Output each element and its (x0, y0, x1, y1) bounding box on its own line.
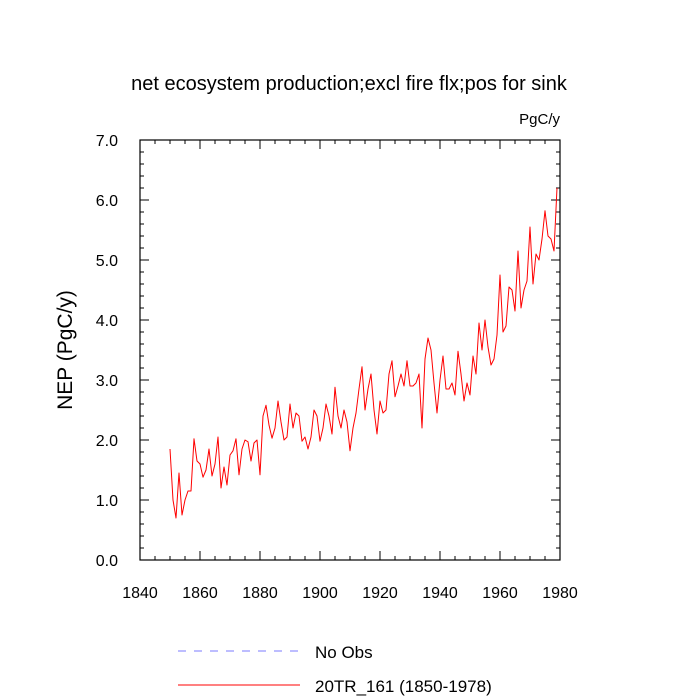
legend: No Obs 20TR_161 (1850-1978) (178, 643, 492, 696)
legend-label-no-obs: No Obs (315, 643, 373, 662)
y-tick-label: 5.0 (96, 253, 118, 270)
x-tick-label: 1880 (242, 585, 278, 602)
legend-label-20tr-161: 20TR_161 (1850-1978) (315, 677, 492, 696)
plot-area: 1840 1860 1880 1900 1920 1940 1960 1980 0.0 1.0 2… (96, 133, 578, 602)
x-tick-label: 1840 (122, 585, 158, 602)
chart-title: net ecosystem production;excl fire flx;p… (131, 73, 568, 95)
x-tick-label: 1960 (482, 585, 518, 602)
y-axis-label: NEP (PgC/y) (54, 290, 77, 410)
x-tick-label: 1900 (302, 585, 338, 602)
y-tick-label: 0.0 (96, 553, 118, 570)
y-tick-label: 4.0 (96, 313, 118, 330)
x-axis-ticks (139, 140, 561, 560)
y-tick-label: 1.0 (96, 493, 118, 510)
y-tick-label: 7.0 (96, 133, 118, 150)
y-axis-tick-labels: 0.0 1.0 2.0 3.0 4.0 5.0 6.0 7.0 (96, 133, 118, 570)
legend-entry-no-obs: No Obs (178, 643, 373, 662)
x-tick-label: 1860 (182, 585, 218, 602)
y-tick-label: 6.0 (96, 193, 118, 210)
x-tick-label: 1920 (362, 585, 398, 602)
series-line-20tr-161 (169, 187, 558, 519)
x-tick-label: 1980 (542, 585, 578, 602)
plot-frame (139, 139, 561, 561)
units-label: PgC/y (519, 111, 560, 128)
series-layer (169, 187, 558, 519)
y-tick-label: 2.0 (96, 433, 118, 450)
x-axis-tick-labels: 1840 1860 1880 1900 1920 1940 1960 1980 (122, 585, 578, 602)
legend-entry-20tr-161: 20TR_161 (1850-1978) (178, 677, 492, 696)
y-tick-label: 3.0 (96, 373, 118, 390)
x-tick-label: 1940 (422, 585, 458, 602)
y-axis-ticks (140, 139, 560, 561)
